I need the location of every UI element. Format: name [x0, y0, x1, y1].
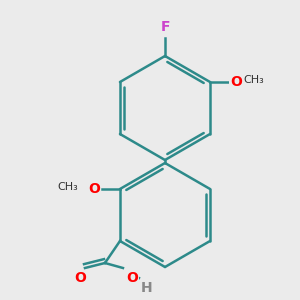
Text: O: O [88, 182, 100, 196]
Text: F: F [160, 20, 170, 34]
Text: O: O [230, 75, 242, 89]
Text: H: H [141, 281, 153, 295]
Text: CH₃: CH₃ [57, 182, 78, 192]
Text: O: O [126, 271, 138, 285]
Text: CH₃: CH₃ [243, 75, 264, 85]
Text: O: O [74, 271, 86, 285]
